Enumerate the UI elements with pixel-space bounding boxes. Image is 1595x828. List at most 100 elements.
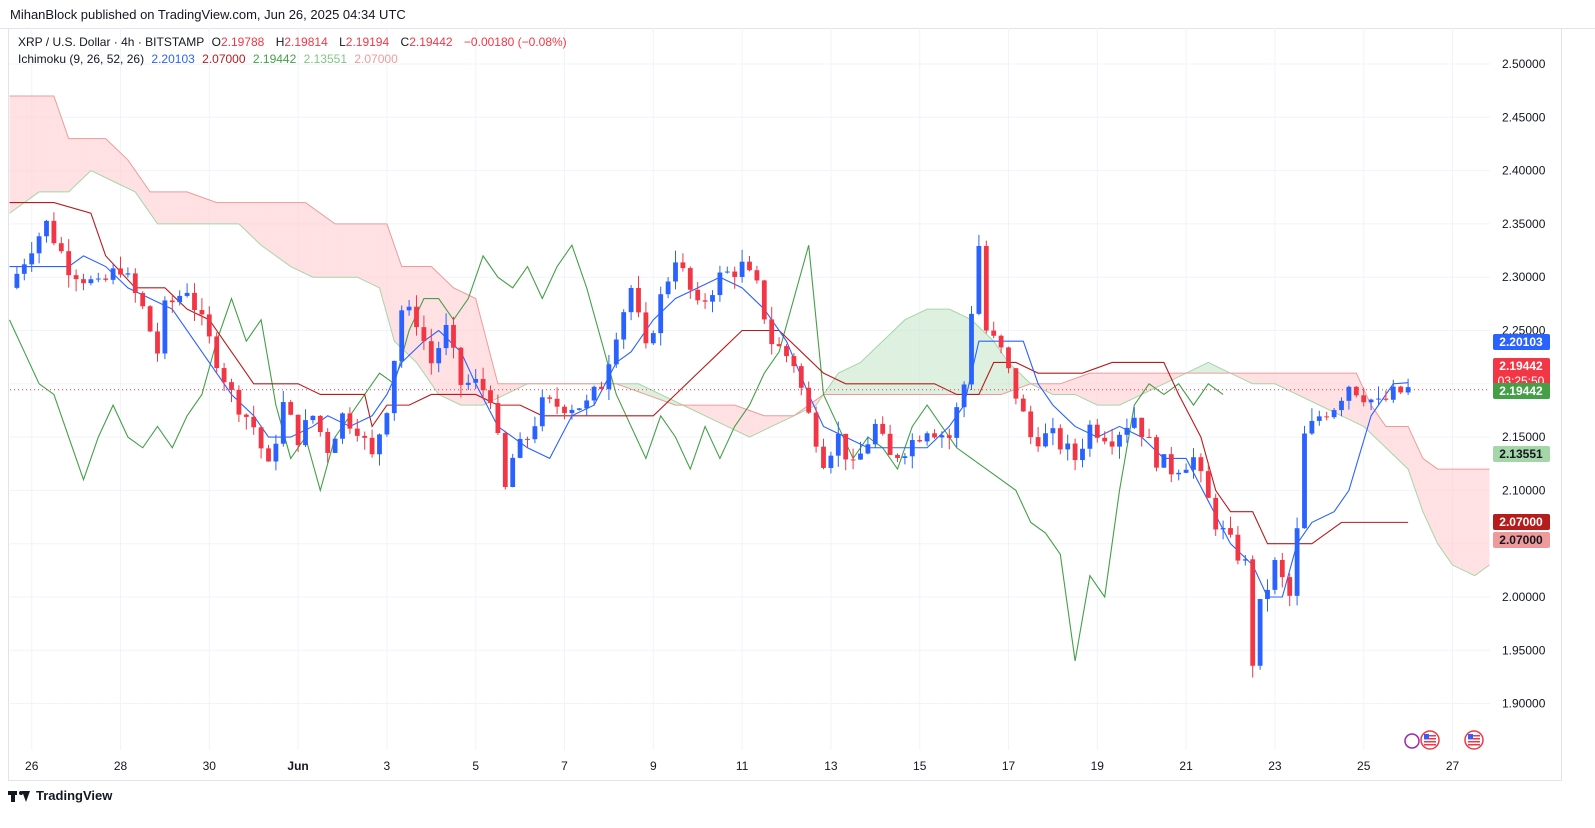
candle-body [1102,437,1108,442]
candle-body [347,413,353,429]
high-label: H2.19814 [275,35,328,49]
cloud-segment [867,348,876,395]
cloud-segment [1082,373,1090,402]
candle-body [1287,577,1293,596]
candle-body [1353,386,1359,396]
candle-body [251,416,257,428]
cloud-segment [941,309,950,395]
candle-body [1028,411,1034,438]
candle-body [747,261,752,271]
span-b-line [9,95,1490,470]
cloud-segment [1267,373,1275,384]
candle-body [1139,417,1145,438]
candle-body [1272,560,1278,590]
candle-body [369,437,375,455]
low-value: 2.19194 [345,35,390,49]
candle-body [1279,560,1285,578]
cloud-segment [53,95,62,192]
cloud-segment [1326,373,1335,413]
candle-body [1013,368,1019,399]
candle-body [1390,386,1396,400]
cloud-segment [1482,469,1490,571]
indicator-name[interactable]: Ichimoku (9, 26, 52, 26) [18,52,145,66]
cloud-segment [1052,383,1061,395]
candle-body [525,438,530,440]
price-badge: 2.19442 [1493,383,1550,399]
lagging-value: 2.19442 [252,52,297,66]
candle-body [961,384,967,408]
candle-body [1198,457,1204,472]
candle-body [465,382,471,385]
price-badge-bg [1493,334,1550,350]
candle-body [939,435,945,438]
cloud-segment [209,199,217,224]
candle-body [332,438,338,453]
candle-body [1087,424,1093,449]
cloud-segment [904,316,913,395]
x-tick-label: 9 [650,759,657,773]
candle-body [858,453,863,460]
cloud-segment [431,266,439,395]
us-flag-event-icon [1464,730,1484,750]
footer-brand[interactable]: TradingView [8,788,112,803]
cloud-segment [335,223,343,278]
flag-ring [1420,730,1440,750]
candle-body [687,268,693,290]
candle-body [44,220,49,237]
x-tick-label: 17 [1002,759,1016,773]
candle-body [732,271,738,277]
cloud-segment [1282,373,1290,391]
candle-body [1124,427,1130,435]
x-tick-label: 30 [203,759,217,773]
price-badge: 2.07000 [1493,532,1550,548]
candle-body [377,434,382,455]
candle-body [236,389,242,415]
cloud-segment [1171,373,1179,381]
cloud-segment [312,207,321,278]
candle-body [1361,395,1367,403]
price-badge-bg [1493,532,1550,548]
cloud-segment [1459,469,1468,573]
cloud-segment [187,191,195,224]
candle-body [1020,398,1026,412]
candle-body [1294,528,1300,596]
candle-body [969,313,974,385]
cloud-segment [897,319,905,395]
candle-body [576,408,582,410]
candle-body [110,268,116,280]
candle-body [73,275,79,280]
tradingview-logo-icon [8,789,30,803]
candle-body [510,457,516,488]
candle-body [295,414,301,446]
cloud-segment [364,223,373,285]
cloud-segment [771,415,780,427]
candle-body [991,330,997,336]
cloud-segment [1289,373,1298,395]
x-tick-label: 19 [1091,759,1105,773]
candle-body [214,336,220,369]
candle-body [665,281,671,295]
cloud-segment [1163,373,1172,384]
candle-body [169,300,175,303]
candle-body [1228,528,1233,535]
cloud-segment [978,326,987,395]
candle-body [1154,437,1159,468]
x-tick-label: 27 [1446,759,1460,773]
candle-body [673,262,678,282]
y-tick-label: 2.30000 [1502,270,1546,284]
symbol-name[interactable]: XRP / U.S. Dollar · 4h · BITSTAMP [18,35,205,49]
span-b-value: 2.07000 [354,52,398,66]
candle-body [517,438,523,458]
price-badge-bg [1493,358,1550,390]
candle-body [1242,559,1248,561]
price-badge: 2.20103 [1493,334,1550,350]
candle-body [613,339,619,365]
cloud-segment [261,202,269,251]
candle-body [924,433,930,442]
price-badge-value: 2.07000 [1499,515,1543,529]
candle-body [184,292,190,296]
candle-body [451,324,456,348]
cloud-segment [283,202,291,267]
base-line [9,202,1409,545]
